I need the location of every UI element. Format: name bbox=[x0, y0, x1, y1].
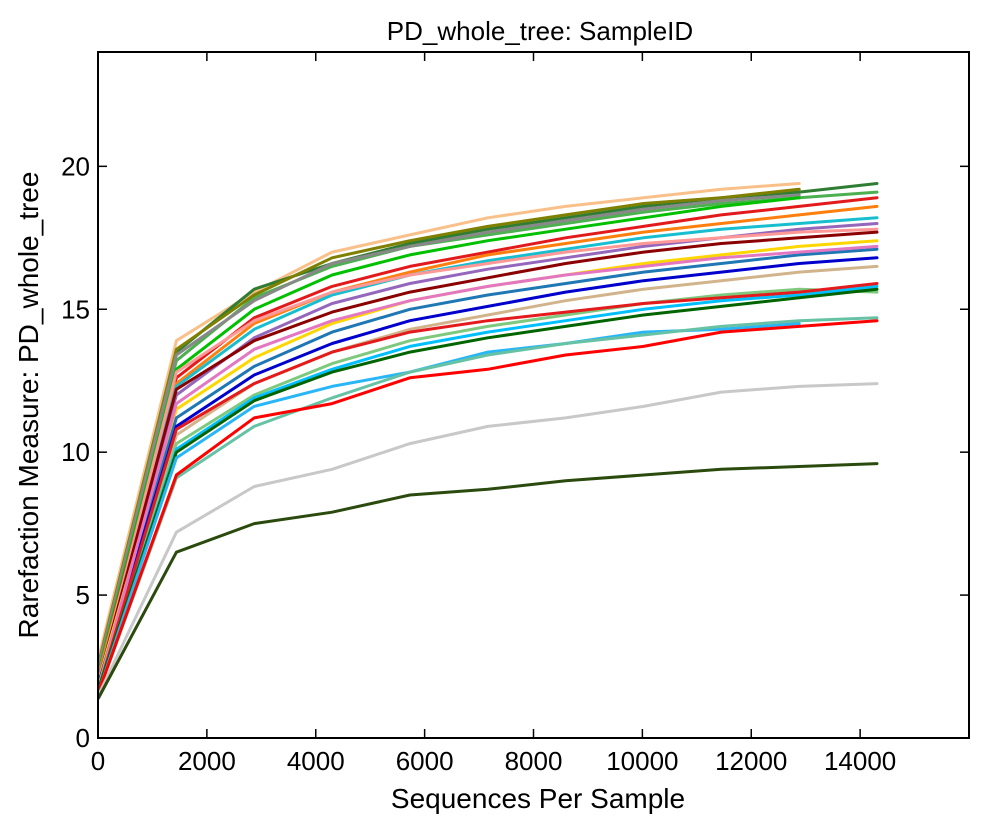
series-line-10 bbox=[97, 227, 879, 683]
series-line-20 bbox=[97, 287, 879, 691]
x-tick-label: 12000 bbox=[715, 746, 787, 776]
series-line-25 bbox=[97, 462, 879, 700]
series-line-11 bbox=[97, 230, 879, 683]
x-tick-label: 4000 bbox=[287, 746, 345, 776]
x-tick-label: 14000 bbox=[824, 746, 896, 776]
series-line-7 bbox=[97, 204, 879, 677]
series-layer bbox=[97, 182, 879, 700]
series-line-19 bbox=[97, 282, 879, 691]
y-tick-label: 20 bbox=[61, 151, 90, 181]
x-axis-label: Sequences Per Sample bbox=[391, 783, 685, 814]
series-line-14 bbox=[97, 256, 879, 686]
series-line-17 bbox=[97, 287, 879, 688]
series-line-13 bbox=[97, 247, 879, 686]
series-line-4 bbox=[97, 193, 801, 668]
series-line-24 bbox=[97, 382, 879, 697]
y-tick-label: 5 bbox=[76, 580, 90, 610]
x-tick-label: 2000 bbox=[178, 746, 236, 776]
plot-frame bbox=[97, 51, 970, 739]
x-tick-label: 0 bbox=[91, 746, 105, 776]
series-line-3 bbox=[97, 187, 801, 666]
series-line-23 bbox=[97, 319, 879, 694]
series-line-0 bbox=[97, 182, 801, 660]
series-line-21 bbox=[97, 322, 801, 694]
series-line-8 bbox=[97, 216, 879, 680]
y-tick-label: 15 bbox=[61, 294, 90, 324]
chart-title: PD_whole_tree: SampleID bbox=[387, 16, 693, 46]
series-line-5 bbox=[97, 196, 801, 674]
series-line-15 bbox=[97, 244, 879, 688]
x-tick-label: 10000 bbox=[606, 746, 678, 776]
series-line-18 bbox=[97, 284, 879, 691]
series-line-22 bbox=[97, 316, 879, 694]
x-tick-label: 6000 bbox=[396, 746, 454, 776]
x-tick-label: 8000 bbox=[505, 746, 563, 776]
axis-layer: 0 2000 4000 6000 8000 10000 12000 14000 0 5 10 15 20 bbox=[61, 52, 969, 776]
y-axis-label: Rarefaction Measure: PD_whole_tree bbox=[13, 172, 44, 639]
series-line-16 bbox=[97, 264, 879, 688]
y-tick-label: 0 bbox=[76, 723, 90, 753]
y-tick-label: 10 bbox=[61, 437, 90, 467]
